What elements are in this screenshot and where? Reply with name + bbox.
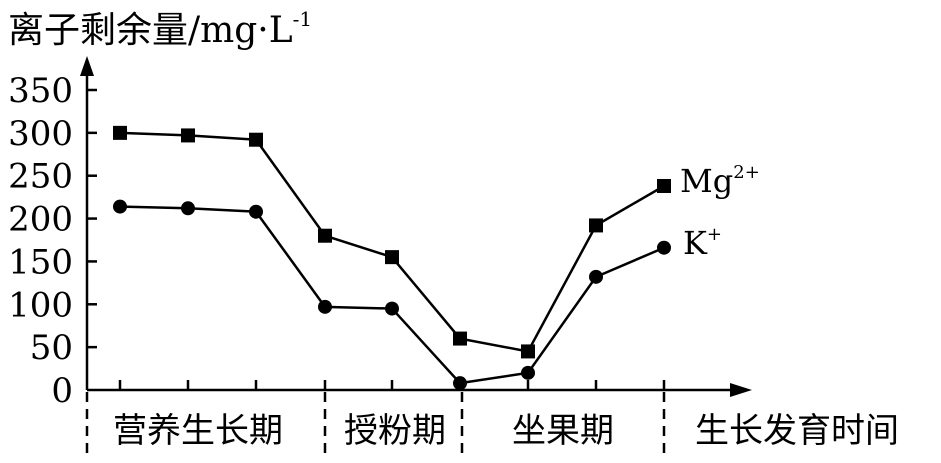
data-point-square: [249, 132, 263, 147]
data-point-square: [318, 228, 332, 243]
data-point-circle: [249, 204, 263, 219]
y-tick-label: 300: [8, 114, 73, 154]
y-tick-label: 0: [51, 371, 73, 411]
y-axis-label-exponent: -1: [293, 7, 312, 31]
data-point-circle: [318, 299, 332, 314]
period-label: 授粉期: [344, 411, 446, 451]
data-point-square: [657, 179, 671, 193]
y-tick-label: 100: [8, 285, 73, 325]
data-point-circle: [589, 269, 603, 284]
x-axis-label: 生长发育时间: [695, 411, 899, 451]
series-line: [119, 205, 665, 385]
y-tick-label: 150: [8, 242, 73, 282]
y-axis-label: 离子剩余量/mg·L-1: [8, 7, 312, 51]
series-line: [119, 131, 665, 353]
data-point-square: [181, 128, 195, 143]
series-label: K+: [683, 224, 722, 262]
data-point-circle: [113, 199, 127, 214]
data-point-circle: [181, 201, 195, 216]
x-axis-arrow: [730, 383, 752, 397]
data-point-square: [589, 218, 603, 233]
data-point-circle: [657, 240, 671, 255]
data-point-circle: [453, 376, 467, 391]
y-tick-label: 200: [8, 200, 73, 240]
data-point-square: [453, 331, 467, 346]
y-tick-label: 350: [8, 71, 73, 111]
period-label: 营养生长期: [113, 411, 283, 451]
data-point-square: [113, 125, 127, 140]
data-point-circle: [521, 365, 535, 380]
y-tick-label: 250: [8, 157, 73, 197]
y-axis-arrow: [80, 56, 94, 76]
period-label: 坐果期: [512, 411, 614, 451]
data-point-square: [521, 344, 535, 359]
data-point-circle: [385, 301, 399, 316]
data-point-square: [385, 250, 399, 265]
y-tick-label: 50: [30, 328, 73, 368]
series-label: Mg2+: [680, 162, 760, 200]
